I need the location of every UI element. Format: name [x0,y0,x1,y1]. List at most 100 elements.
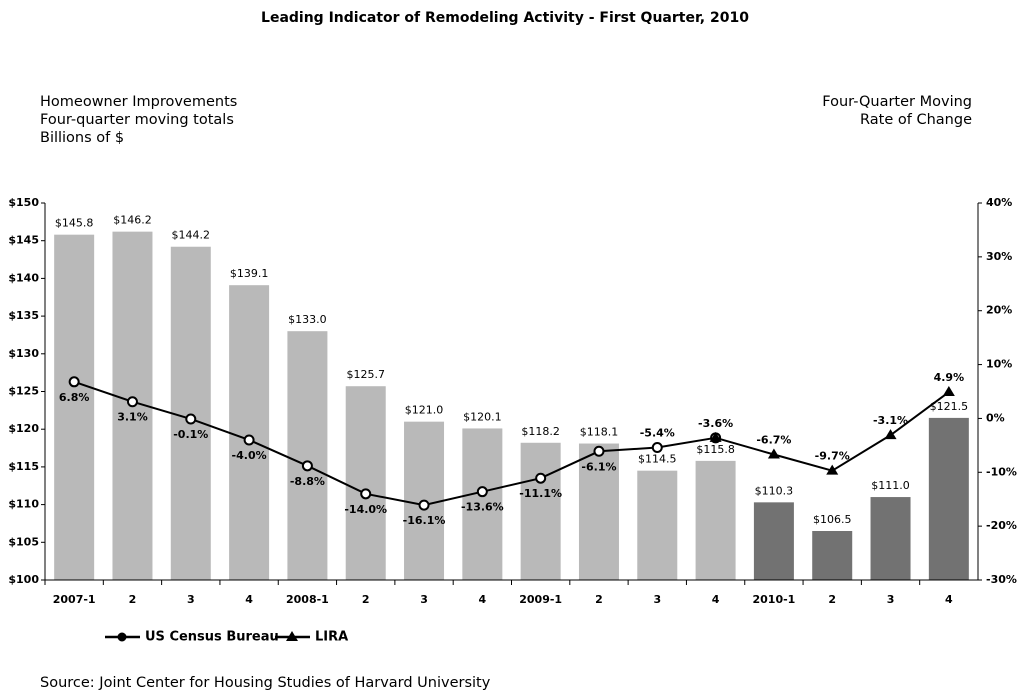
line-marker [593,445,605,457]
x-tick-label: 3 [420,593,428,606]
bar [870,497,911,580]
y-tick-label: $135 [8,309,39,322]
bar-value-label: $110.3 [755,484,794,497]
y-axis-label: Four-quarter moving totals [40,112,234,128]
bar-value-label: $106.5 [813,513,852,526]
bar-value-label: $145.8 [55,217,94,230]
y2-tick-label: 10% [986,358,1012,371]
y-axis-label: Billions of $ [40,130,124,146]
line-value-label: -0.1% [173,428,208,441]
x-tick-label: 3 [887,593,895,606]
line [73,380,716,507]
x-tick-label: 2009-1 [519,593,562,606]
y-tick-label: $115 [8,460,39,473]
x-tick-label: 4 [245,593,253,606]
bar [812,530,853,580]
x-tick-label: 3 [653,593,661,606]
x-tick-label: 2007-1 [53,593,96,606]
y-tick-label: $145 [8,234,39,247]
y2-tick-label: 30% [986,250,1012,263]
bar [462,428,503,580]
legend-marker [286,631,298,641]
bar [345,386,386,580]
line-marker [476,486,488,498]
line-value-label: -6.1% [581,460,616,473]
y2-tick-label: 20% [986,304,1012,317]
y-tick-label: $140 [8,271,39,284]
x-tick-label: 2 [362,593,370,606]
bar-value-label: $115.8 [696,443,735,456]
bar [170,246,211,580]
line-marker [826,464,839,475]
x-tick-label: 2010-1 [752,593,795,606]
x-tick-label: 4 [712,593,720,606]
line-value-label: 6.8% [59,391,90,404]
line-marker [301,460,313,472]
line-value-label: -11.1% [519,487,562,500]
y2-tick-label: 0% [986,411,1005,424]
bar-value-label: $114.5 [638,453,677,466]
bar [229,285,270,580]
bar-value-label: $133.0 [288,313,327,326]
bar-value-label: $146.2 [113,214,152,227]
line-value-label: -9.7% [815,450,850,463]
line-marker [185,413,197,425]
line-value-label: -4.0% [232,449,267,462]
bar [54,234,95,580]
line-marker [360,488,372,500]
bar [753,502,794,580]
legend-label: US Census Bureau [145,630,279,645]
line-marker [884,429,897,440]
line-marker [126,396,138,408]
bar [928,417,969,580]
bar [287,331,328,580]
line-marker [68,376,80,388]
y-tick-label: $130 [8,347,39,360]
bar [637,470,678,580]
bar-value-label: $118.1 [580,426,619,439]
y-tick-label: $120 [8,422,39,435]
bar-value-label: $118.2 [521,425,560,438]
line-marker [942,386,955,397]
bar-value-label: $125.7 [346,368,385,381]
y-tick-label: $150 [8,196,39,209]
source: Source: Joint Center for Housing Studies… [40,675,491,691]
x-tick-label: 2 [828,593,836,606]
y2-axis-label: Rate of Change [860,112,972,128]
line-value-label: 4.9% [934,371,965,384]
y2-axis-label: Four-Quarter Moving [822,94,972,110]
line-value-label: -5.4% [640,427,675,440]
y2-tick-label: -20% [986,519,1017,532]
x-tick-label: 2008-1 [286,593,329,606]
y2-tick-label: -10% [986,465,1017,478]
line-marker [709,431,722,442]
line-marker [418,499,430,511]
bar-value-label: $144.2 [172,229,211,242]
bar-value-label: $121.0 [405,404,444,417]
y2-tick-label: 40% [986,196,1012,209]
line-value-label: -8.8% [290,475,325,488]
bar-value-label: $111.0 [871,479,910,492]
bar-value-label: $139.1 [230,267,269,280]
x-tick-label: 4 [945,593,953,606]
y-tick-label: $125 [8,385,39,398]
line-marker [535,472,547,484]
bar [695,460,736,580]
x-tick-label: 3 [187,593,195,606]
line-value-label: -16.1% [403,514,446,527]
line-marker [243,434,255,446]
line-marker [767,448,780,459]
bar-value-label: $121.5 [930,400,969,413]
x-tick-label: 2 [129,593,137,606]
y-tick-label: $110 [8,498,39,511]
y-tick-label: $100 [8,573,39,586]
bar [578,443,619,580]
line-value-label: -3.1% [873,414,908,427]
x-tick-label: 2 [595,593,603,606]
line-value-label: -13.6% [461,501,504,514]
legend-marker [117,632,127,642]
y-tick-label: $105 [8,535,39,548]
line-value-label: -14.0% [344,503,387,516]
chart-title: Leading Indicator of Remodeling Activity… [261,10,749,26]
